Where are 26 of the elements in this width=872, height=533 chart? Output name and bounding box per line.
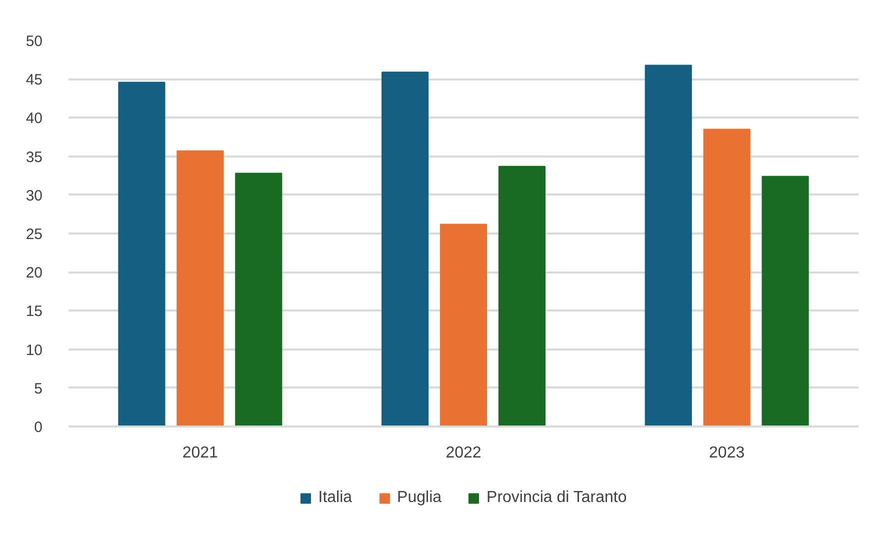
y-tick-label: 40 bbox=[26, 110, 43, 128]
x-tick-label: 2022 bbox=[446, 444, 482, 462]
y-tick-label: 0 bbox=[34, 419, 42, 436]
bar bbox=[762, 176, 809, 426]
bar bbox=[235, 172, 282, 426]
legend-label: Italia bbox=[318, 489, 352, 507]
y-tick-label: 45 bbox=[26, 72, 43, 89]
y-tick-label: 15 bbox=[26, 303, 43, 320]
y-tick-label: 50 bbox=[26, 33, 43, 50]
bar bbox=[498, 166, 546, 426]
y-tick-label: 30 bbox=[26, 187, 43, 204]
y-tick-label: 20 bbox=[26, 264, 43, 282]
bar bbox=[118, 82, 166, 426]
bar bbox=[703, 128, 750, 426]
bar bbox=[176, 150, 224, 426]
legend-label: Puglia bbox=[397, 489, 442, 507]
legend-label: Provincia di Taranto bbox=[486, 489, 627, 507]
bar bbox=[382, 72, 429, 426]
x-tick-label: 2021 bbox=[182, 444, 218, 462]
bar bbox=[440, 224, 488, 426]
y-tick-label: 5 bbox=[34, 380, 42, 398]
x-tick-label: 2023 bbox=[709, 444, 745, 462]
y-tick-label: 10 bbox=[26, 342, 43, 359]
y-tick-label: 35 bbox=[26, 148, 43, 166]
bar bbox=[644, 64, 692, 426]
y-tick-label: 25 bbox=[26, 226, 43, 243]
